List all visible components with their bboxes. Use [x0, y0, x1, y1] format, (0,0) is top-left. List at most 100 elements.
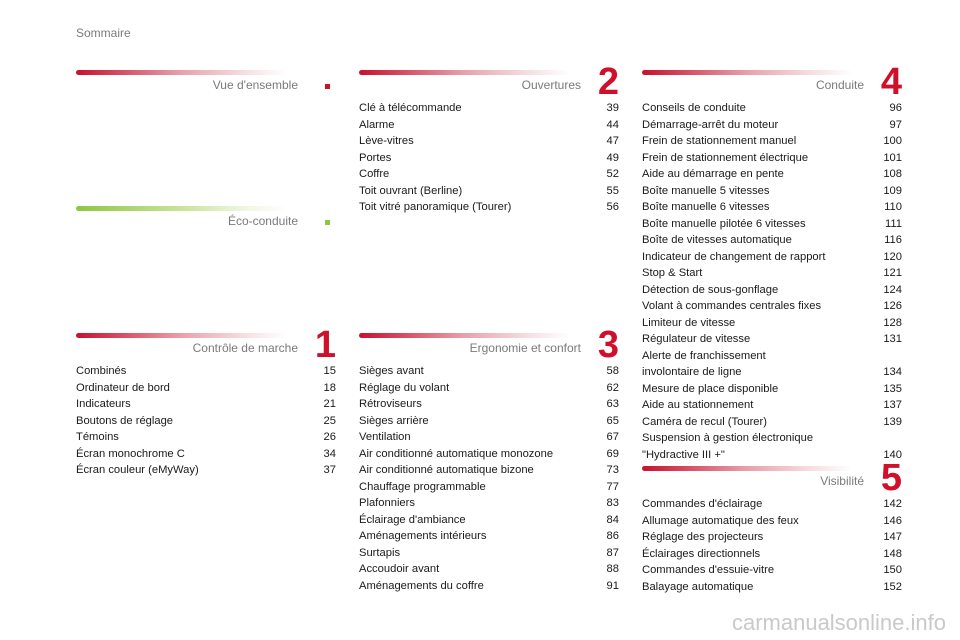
toc-entry[interactable]: Boîte manuelle pilotée 6 vitesses 111	[642, 216, 902, 233]
toc-entry[interactable]: Écran monochrome C 34	[76, 446, 336, 463]
toc-entry-page: 44	[606, 118, 619, 131]
toc-entry-page: 25	[323, 414, 336, 427]
toc-entry[interactable]: Surtapis 87	[359, 545, 619, 562]
section-number: 4	[880, 61, 902, 103]
toc-entry-page: 111	[884, 217, 902, 230]
toc-entry[interactable]: Commandes d'éclairage 142	[642, 496, 902, 513]
toc-entry[interactable]: Indicateurs 21	[76, 396, 336, 413]
toc-entry[interactable]: Éclairage d'ambiance 84	[359, 512, 619, 529]
toc-entry[interactable]: Boîte de vitesses automatique 116	[642, 232, 902, 249]
toc-entry[interactable]: Ordinateur de bord 18	[76, 380, 336, 397]
toc-entry-label: Boutons de réglage	[76, 414, 174, 427]
toc-entry[interactable]: Rétroviseurs 63	[359, 396, 619, 413]
toc-entry[interactable]: Aide au démarrage en pente 108	[642, 166, 902, 183]
toc-entry[interactable]: Stop & Start 121	[642, 265, 902, 282]
toc-list: Clé à télécommande 39 Alarme 44 Lève-vitres 4…	[359, 100, 619, 216]
toc-entry[interactable]: Démarrage-arrêt du moteur 97	[642, 117, 902, 134]
toc-entry[interactable]: Allumage automatique des feux 146	[642, 513, 902, 530]
section-number: 1	[314, 324, 336, 366]
toc-entry[interactable]: Accoudoir avant 88	[359, 561, 619, 578]
toc-entry[interactable]: Ventilation 67	[359, 429, 619, 446]
toc-entry[interactable]: Écran couleur (eMyWay) 37	[76, 462, 336, 479]
toc-entry[interactable]: Caméra de recul (Tourer) 139	[642, 414, 902, 431]
toc-entry[interactable]: Aide au stationnement 137	[642, 397, 902, 414]
toc-entry[interactable]: Boîte manuelle 5 vitesses 109	[642, 183, 902, 200]
section-title: Ergonomie et confort	[469, 341, 581, 355]
toc-entry-label: Aide au démarrage en pente	[642, 168, 784, 180]
toc-entry-page: 109	[883, 184, 902, 197]
toc-entry-label: Toit ouvrant (Berline)	[359, 184, 463, 197]
toc-entry-page: 69	[606, 447, 619, 460]
toc-entry-label: Témoins	[76, 431, 119, 443]
section-conduite: Conduite 4 Conseils de conduite 96 Démarra…	[642, 62, 902, 463]
toc-entry[interactable]: Aménagements du coffre 91	[359, 578, 619, 595]
toc-entry[interactable]: Commandes d'essuie-vitre 150	[642, 562, 902, 579]
toc-entry[interactable]: Conseils de conduite 96	[642, 100, 902, 117]
toc-entry[interactable]: Régulateur de vitesse 131	[642, 331, 902, 348]
toc-entry[interactable]: Combinés 15	[76, 363, 336, 380]
toc-entry[interactable]: Réglage des projecteurs 147	[642, 529, 902, 546]
toc-entry[interactable]: Frein de stationnement manuel 100	[642, 133, 902, 150]
toc-entry[interactable]: Aménagements intérieurs 86	[359, 528, 619, 545]
section-number: 3	[597, 324, 619, 366]
toc-entry[interactable]: Balayage automatique 152	[642, 579, 902, 596]
section-title: Ouvertures	[521, 78, 581, 92]
toc-entry-page: 91	[606, 579, 619, 592]
toc-entry-page: 96	[889, 102, 902, 114]
toc-entry-label: Combinés	[76, 365, 127, 377]
section-eco-conduite: Éco-conduite	[76, 202, 336, 236]
toc-entry[interactable]: Indicateur de changement de rapport 120	[642, 249, 902, 266]
toc-entry[interactable]: Mesure de place disponible 135	[642, 381, 902, 398]
toc-entry[interactable]: Alarme 44	[359, 117, 619, 134]
toc-list: Combinés 15 Ordinateur de bord 18 Indicateur…	[76, 363, 336, 479]
toc-entry[interactable]: Plafonniers 83	[359, 495, 619, 512]
toc-entry[interactable]: Limiteur de vitesse 128	[642, 315, 902, 332]
section-title: Conduite	[815, 78, 864, 92]
toc-entry-label: Accoudoir avant	[359, 563, 440, 575]
toc-entry[interactable]: Air conditionné automatique bizone 73	[359, 462, 619, 479]
toc-entry-label: Ordinateur de bord	[76, 381, 170, 394]
toc-entry-label: Air conditionné automatique monozone	[359, 447, 554, 460]
section-header: Contrôle de marche 1	[76, 325, 336, 365]
section-marker	[325, 84, 330, 89]
toc-entry[interactable]: Témoins 26	[76, 429, 336, 446]
toc-entry[interactable]: Réglage du volant 62	[359, 380, 619, 397]
page-label: Sommaire	[76, 26, 131, 40]
toc-entry[interactable]: Boîte manuelle 6 vitesses 110	[642, 199, 902, 216]
section-title: Contrôle de marche	[192, 341, 298, 355]
section-vue-ensemble: Vue d'ensemble	[76, 66, 336, 100]
toc-entry-page: 126	[883, 300, 902, 312]
toc-entry-page: 88	[606, 563, 619, 575]
toc-entry[interactable]: Frein de stationnement électrique 101	[642, 150, 902, 167]
toc-entry-label: Frein de stationnement manuel	[642, 135, 797, 147]
toc-entry[interactable]: Lève-vitres 47	[359, 133, 619, 150]
toc-entry[interactable]: Volant à commandes centrales fixes 126	[642, 298, 902, 315]
toc-entry[interactable]: Boutons de réglage 25	[76, 413, 336, 430]
toc-entry[interactable]: Détection de sous-gonflage 124	[642, 282, 902, 299]
section-bar	[76, 206, 286, 211]
toc-entry-page: 146	[883, 514, 902, 527]
toc-entry[interactable]: Coffre 52	[359, 166, 619, 183]
toc-entry-page: 150	[883, 564, 902, 576]
toc-entry[interactable]: Air conditionné automatique monozone 69	[359, 446, 619, 463]
toc-entry[interactable]: Alerte de franchissement involontaire de…	[642, 348, 902, 381]
toc-entry[interactable]: Chauffage programmable 77	[359, 479, 619, 496]
toc-entry[interactable]: Sièges avant 58	[359, 363, 619, 380]
toc-entry[interactable]: Sièges arrière 65	[359, 413, 619, 430]
toc-entry-page: 124	[883, 283, 902, 296]
toc-entry[interactable]: Éclairages directionnels 148	[642, 546, 902, 563]
toc-entry-label: Sièges avant	[359, 365, 424, 377]
toc-entry[interactable]: Portes 49	[359, 150, 619, 167]
section-bar	[76, 70, 286, 75]
toc-entry[interactable]: Clé à télécommande 39	[359, 100, 619, 117]
toc-entry-page: 65	[606, 414, 619, 427]
toc-entry-label: Régulateur de vitesse	[642, 333, 751, 345]
toc-entry[interactable]: Suspension à gestion électronique "Hydra…	[642, 430, 902, 463]
section-number: 2	[597, 61, 619, 103]
toc-entry[interactable]: Toit vitré panoramique (Tourer) 56	[359, 199, 619, 216]
toc-entry[interactable]: Toit ouvrant (Berline) 55	[359, 183, 619, 200]
toc-entry-label: Éclairages directionnels	[642, 547, 761, 560]
section-bar	[642, 466, 852, 471]
toc-list: Commandes d'éclairage 142 Allumage automat…	[642, 496, 902, 595]
toc-entry-page: 34	[323, 447, 336, 460]
